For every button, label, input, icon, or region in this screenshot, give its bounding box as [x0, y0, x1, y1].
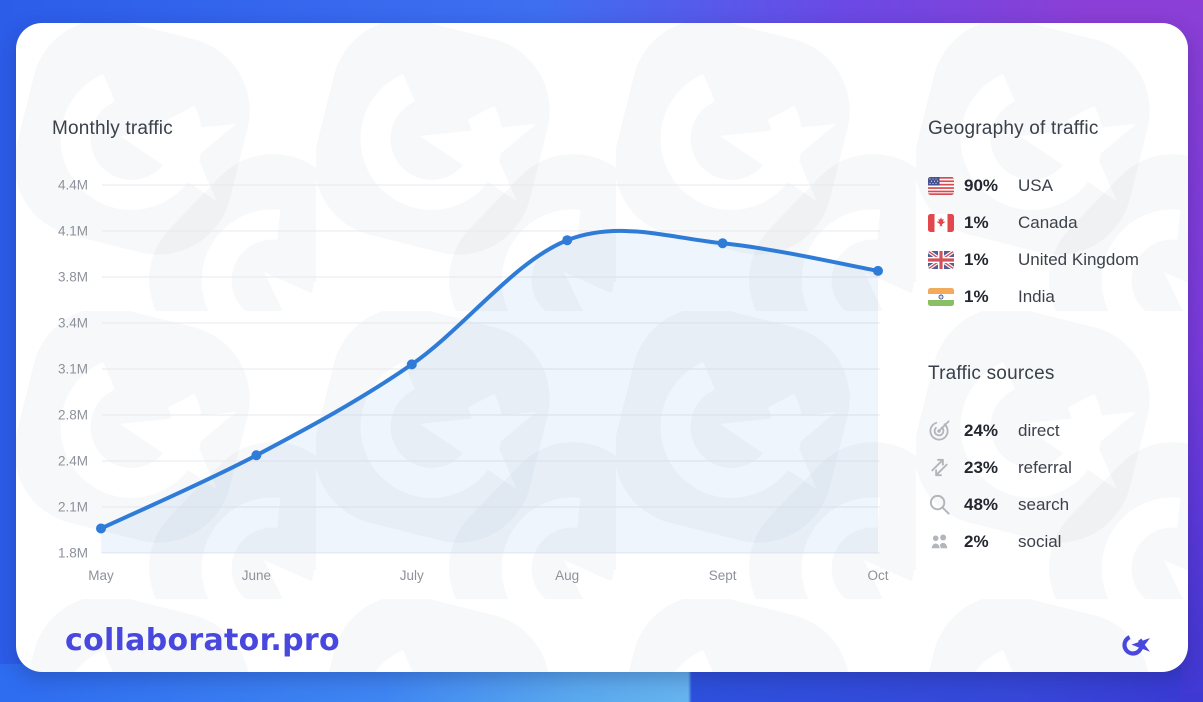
uk-flag-icon	[928, 250, 954, 269]
source-row-social: 2% social	[928, 523, 1188, 560]
source-row-search: 48% search	[928, 486, 1188, 523]
geo-label: USA	[1018, 175, 1053, 195]
svg-text:3.1M: 3.1M	[58, 362, 88, 377]
geography-panel: Geography of traffic	[928, 118, 1188, 315]
source-percent: 23%	[964, 457, 999, 477]
source-row-referral: 23% referral	[928, 449, 1188, 486]
source-row-direct: 24% direct	[928, 412, 1188, 449]
geo-label: Canada	[1018, 212, 1078, 232]
geography-row-canada: 1% Canada	[928, 204, 1188, 241]
svg-text:4.4M: 4.4M	[58, 178, 88, 193]
social-people-icon	[928, 530, 954, 554]
svg-text:July: July	[400, 568, 424, 583]
geo-percent: 1%	[964, 286, 989, 306]
traffic-sources-panel: Traffic sources 24% direct	[928, 363, 1188, 560]
collaborator-wordmark: collaborator.pro	[65, 623, 340, 658]
source-percent: 2%	[964, 531, 989, 551]
chart-title: Monthly traffic	[52, 118, 173, 139]
svg-text:3.4M: 3.4M	[58, 316, 88, 331]
svg-text:Sept: Sept	[709, 568, 737, 583]
geo-label: India	[1018, 286, 1055, 306]
target-icon	[928, 419, 954, 443]
source-label: search	[1018, 494, 1070, 514]
source-percent: 24%	[964, 420, 999, 440]
geo-percent: 90%	[964, 175, 999, 195]
svg-text:Aug: Aug	[555, 568, 579, 583]
search-icon	[928, 493, 954, 517]
geo-label: United Kingdom	[1018, 249, 1139, 269]
geography-row-india: 1% India	[928, 278, 1188, 315]
india-flag-icon	[928, 287, 954, 306]
source-label: social	[1018, 531, 1062, 551]
svg-text:4.1M: 4.1M	[58, 224, 88, 239]
geo-percent: 1%	[964, 249, 989, 269]
geography-row-usa: 90% USA	[928, 167, 1188, 204]
svg-text:3.8M: 3.8M	[58, 270, 88, 285]
referral-arrows-icon	[928, 456, 954, 480]
monthly-traffic-chart: 4.4M 4.1M 3.8M 3.4M 3.1M 2.8M 2.4M 2.1M 1.8M May J…	[52, 173, 892, 593]
svg-text:May: May	[88, 568, 114, 583]
traffic-sources-title: Traffic sources	[928, 363, 1055, 384]
svg-text:2.4M: 2.4M	[58, 454, 88, 469]
geography-row-uk: 1% United Kingdom	[928, 241, 1188, 278]
collaborator-logo-icon	[1122, 634, 1150, 656]
svg-text:2.1M: 2.1M	[58, 500, 88, 515]
usa-flag-icon	[928, 176, 954, 195]
svg-text:Oct: Oct	[867, 568, 888, 583]
svg-text:1.8M: 1.8M	[58, 546, 88, 561]
source-label: direct	[1018, 420, 1060, 440]
geo-percent: 1%	[964, 212, 989, 232]
geography-title: Geography of traffic	[928, 118, 1099, 139]
traffic-report-card: Monthly traffic 4.4M 4.1M 3.8M 3.4M 3.1M 2.8M…	[16, 23, 1188, 672]
svg-text:June: June	[242, 568, 271, 583]
source-label: referral	[1018, 457, 1072, 477]
canada-flag-icon	[928, 213, 954, 232]
svg-text:2.8M: 2.8M	[58, 408, 88, 423]
source-percent: 48%	[964, 494, 999, 514]
